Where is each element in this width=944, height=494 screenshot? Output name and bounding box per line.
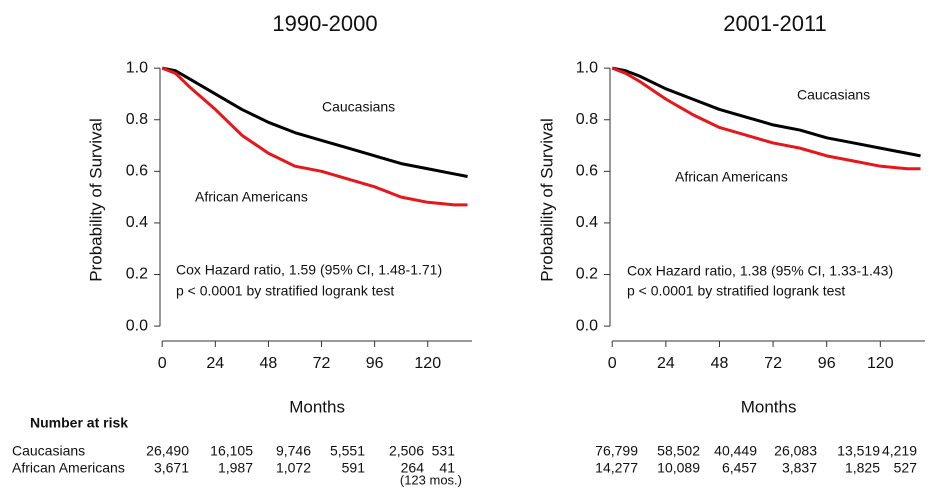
risk-count: 2,506 xyxy=(389,443,424,459)
y-tick-label: 1.0 xyxy=(126,59,148,76)
risk-count: 26,490 xyxy=(146,443,189,459)
annotation: p < 0.0001 by stratified logrank test xyxy=(176,283,394,299)
series-label: African Americans xyxy=(675,169,788,185)
survival-curve xyxy=(161,66,468,207)
x-tick-label: 48 xyxy=(711,355,729,372)
y-tick-label: 0.0 xyxy=(126,317,148,334)
risk-count: 4,219 xyxy=(882,443,917,459)
annotation: Cox Hazard ratio, 1.59 (95% CI, 1.48-1.7… xyxy=(176,262,442,278)
x-axis-label: Months xyxy=(741,397,797,416)
y-tick-label: 0.2 xyxy=(126,266,148,283)
risk-count: 13,519 xyxy=(837,443,880,459)
x-tick-label: 120 xyxy=(414,355,441,372)
chart-title: 2001-2011 xyxy=(723,11,827,36)
risk-count: 76,799 xyxy=(595,443,638,459)
survival-curve xyxy=(611,66,921,171)
row-label: African Americans xyxy=(12,460,125,476)
risk-count: 16,105 xyxy=(210,443,253,459)
y-tick-label: 0.6 xyxy=(576,163,598,180)
y-tick-label: 0.6 xyxy=(126,163,148,180)
risk-count: 527 xyxy=(894,460,918,476)
risk-count: 9,746 xyxy=(276,443,311,459)
risk-count: 26,083 xyxy=(774,443,817,459)
annotation: p < 0.0001 by stratified logrank test xyxy=(627,283,845,299)
risk-count: 5,551 xyxy=(330,443,365,459)
risk-count: 14,277 xyxy=(595,460,638,476)
risk-count: 3,671 xyxy=(154,460,189,476)
x-tick-label: 72 xyxy=(764,355,782,372)
risk-table-title: Number at risk xyxy=(30,415,128,431)
risk-count: 41 xyxy=(439,460,455,476)
y-tick-label: 0.4 xyxy=(126,214,148,231)
survival-curve xyxy=(161,66,468,178)
y-tick-label: 0.4 xyxy=(576,214,598,231)
series-label: African Americans xyxy=(195,189,308,205)
risk-note: (123 mos.) xyxy=(400,472,462,487)
x-tick-label: 48 xyxy=(260,355,278,372)
x-tick-label: 120 xyxy=(867,355,894,372)
series-label: Caucasians xyxy=(322,99,395,115)
chart-title: 1990-2000 xyxy=(272,11,377,36)
risk-count: 58,502 xyxy=(657,443,700,459)
risk-count: 1,987 xyxy=(218,460,253,476)
risk-count: 40,449 xyxy=(714,443,757,459)
x-tick-label: 96 xyxy=(366,355,384,372)
y-tick-label: 0.2 xyxy=(576,266,598,283)
y-tick-label: 0.8 xyxy=(576,111,598,128)
x-tick-label: 24 xyxy=(206,355,224,372)
risk-count: 10,089 xyxy=(657,460,700,476)
x-tick-label: 96 xyxy=(818,355,836,372)
y-tick-label: 0.0 xyxy=(576,317,598,334)
y-tick-label: 1.0 xyxy=(576,59,598,76)
risk-count: 264 xyxy=(401,460,425,476)
x-tick-label: 24 xyxy=(657,355,675,372)
risk-count: 1,825 xyxy=(845,460,880,476)
x-tick-label: 0 xyxy=(608,355,617,372)
row-label: Caucasians xyxy=(12,443,85,459)
x-tick-label: 72 xyxy=(313,355,331,372)
risk-count: 6,457 xyxy=(722,460,757,476)
y-axis-label: Probability of Survival xyxy=(537,118,556,281)
annotation: Cox Hazard ratio, 1.38 (95% CI, 1.33-1.4… xyxy=(627,263,893,279)
x-tick-label: 0 xyxy=(158,355,167,372)
risk-count: 591 xyxy=(342,460,366,476)
y-tick-label: 0.8 xyxy=(126,111,148,128)
risk-count: 3,837 xyxy=(782,460,817,476)
risk-count: 1,072 xyxy=(276,460,311,476)
x-axis-label: Months xyxy=(289,397,345,416)
y-axis-label: Probability of Survival xyxy=(86,118,105,281)
risk-count: 531 xyxy=(432,443,456,459)
series-label: Caucasians xyxy=(797,87,870,103)
survival-curve xyxy=(611,66,921,158)
